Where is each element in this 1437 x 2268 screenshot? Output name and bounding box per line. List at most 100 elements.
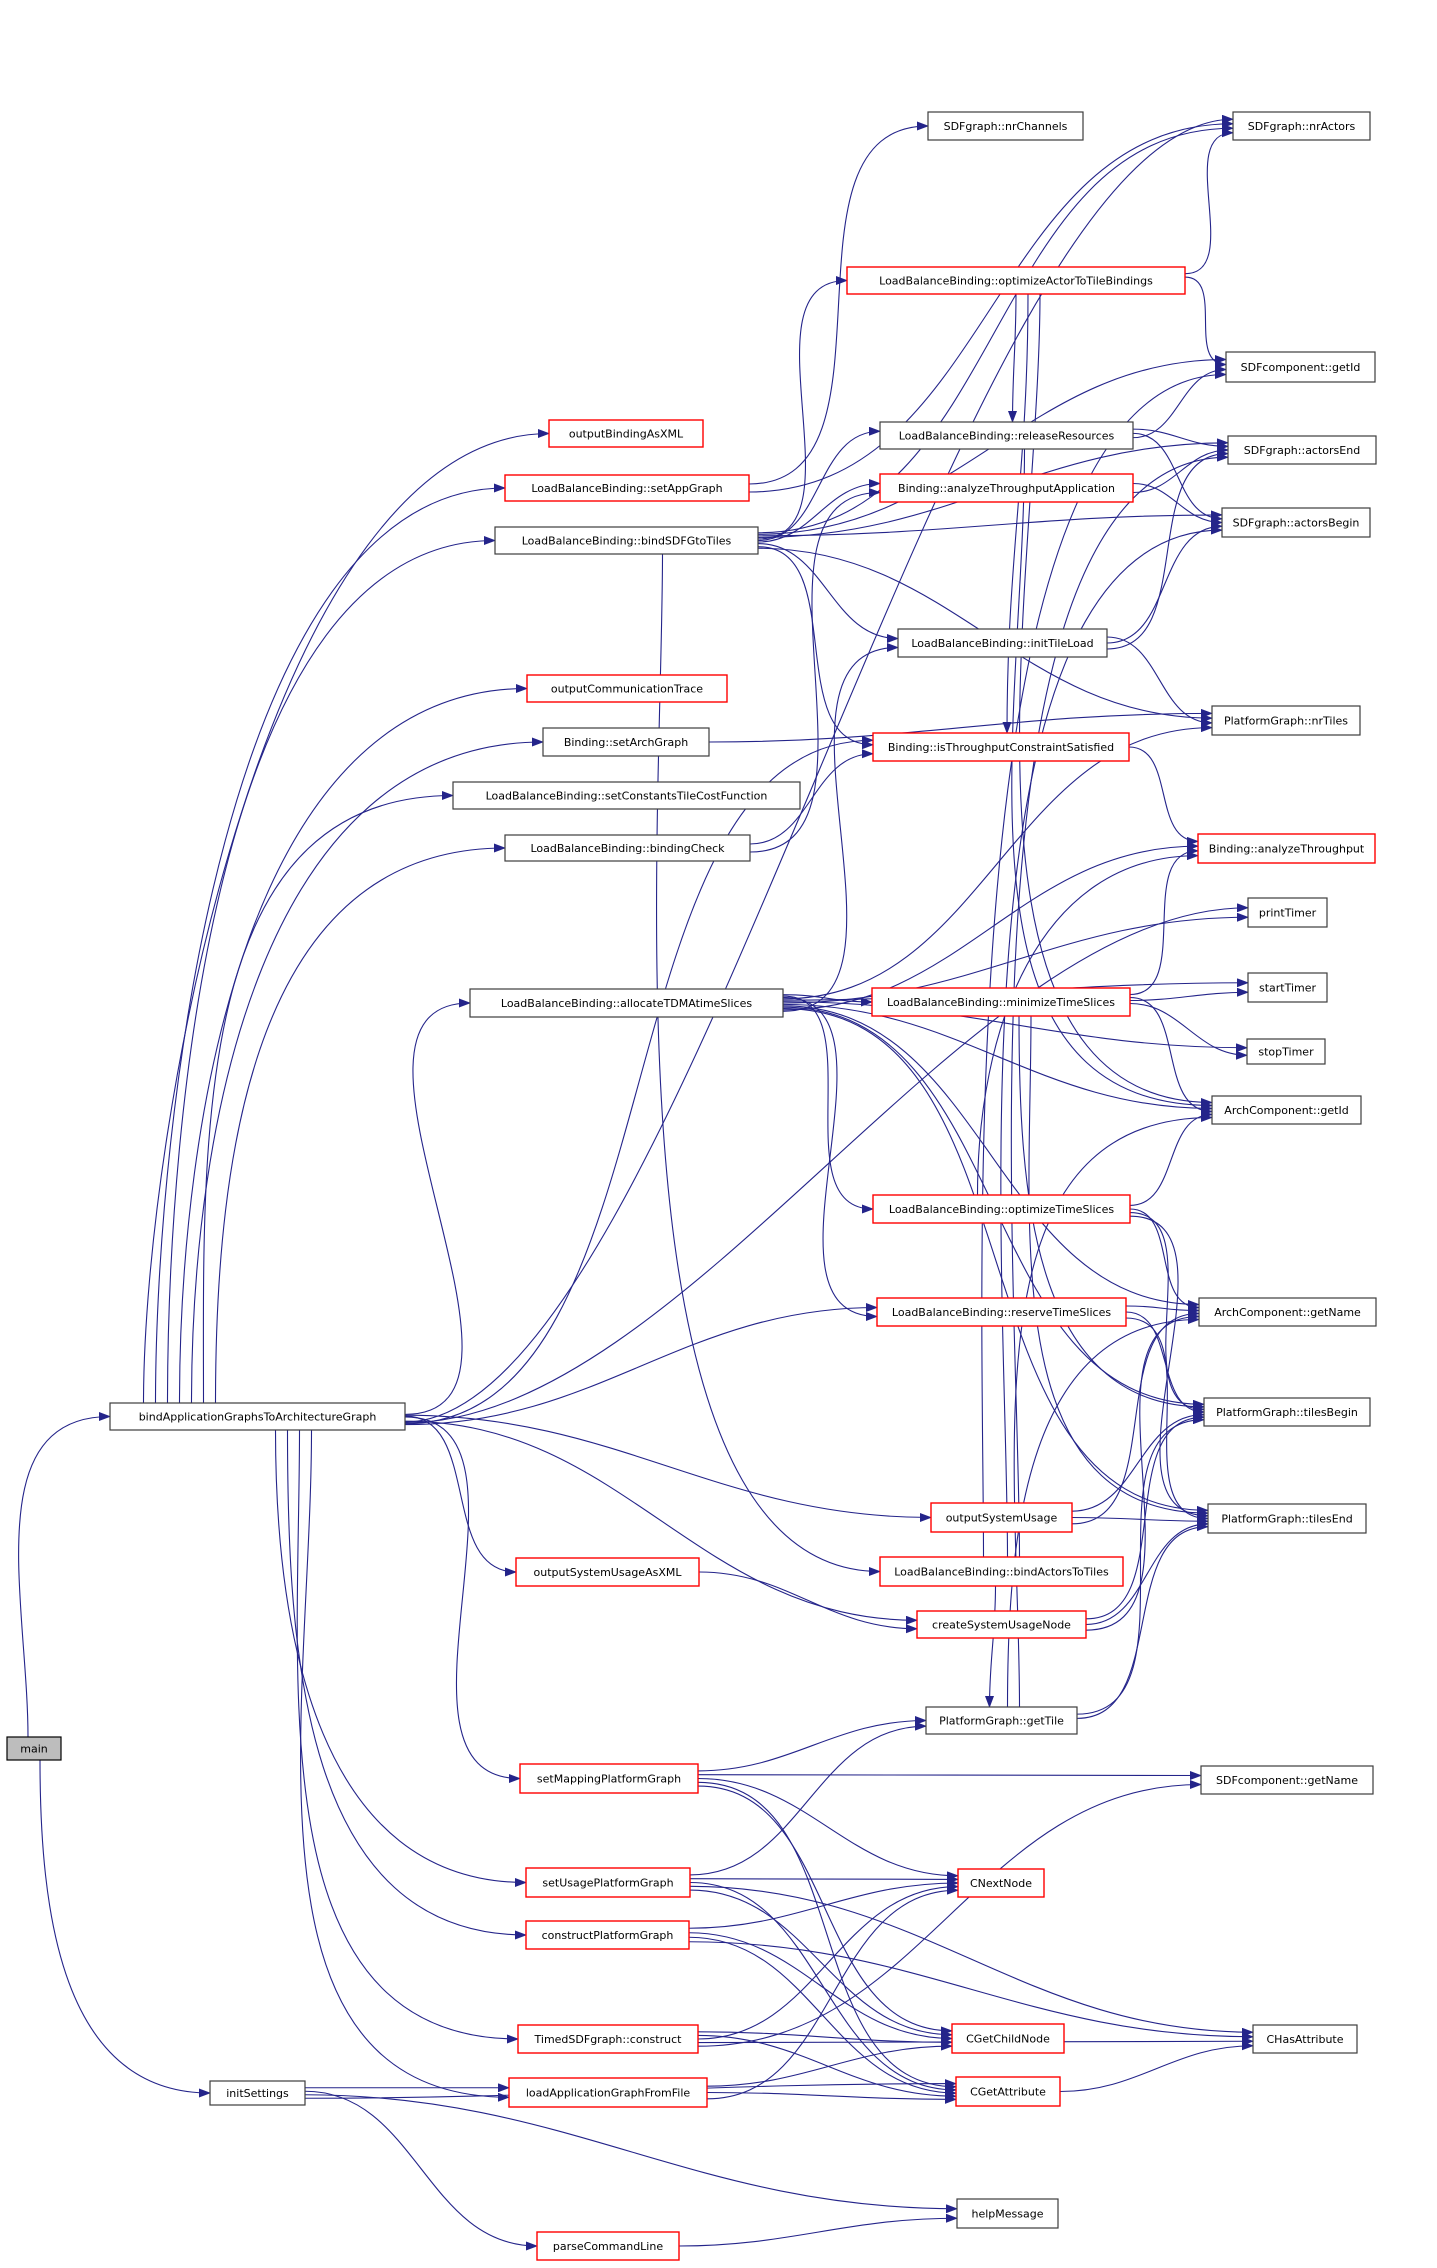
node-cget-attribute[interactable]: CGetAttribute (955, 2076, 1061, 2107)
node-box-sdf-get-name[interactable] (1200, 1765, 1374, 1795)
node-box-parse-cmdline[interactable] (536, 2231, 680, 2261)
node-create-sys-usage-node[interactable]: createSystemUsageNode (916, 1610, 1087, 1639)
node-box-get-tile[interactable] (925, 1706, 1078, 1735)
node-box-nr-channels[interactable] (927, 111, 1084, 141)
node-set-mapping-pg[interactable]: setMappingPlatformGraph (519, 1763, 699, 1794)
node-box-minimize-ts[interactable] (871, 987, 1131, 1017)
node-print-timer[interactable]: printTimer (1247, 897, 1328, 928)
node-start-timer[interactable]: startTimer (1247, 972, 1328, 1003)
node-output-sys-usage-xml[interactable]: outputSystemUsageAsXML (515, 1557, 700, 1587)
node-minimize-ts[interactable]: LoadBalanceBinding::minimizeTimeSlices (871, 987, 1131, 1017)
node-box-tiles-end[interactable] (1207, 1503, 1367, 1534)
node-box-stop-timer[interactable] (1246, 1038, 1326, 1065)
node-output-binding-xml[interactable]: outputBindingAsXML (548, 419, 704, 448)
node-bind-sdfg-tiles[interactable]: LoadBalanceBinding::bindSDFGtoTiles (494, 526, 759, 555)
node-box-create-sys-usage-node[interactable] (916, 1610, 1087, 1639)
node-box-set-usage-pg[interactable] (525, 1867, 691, 1898)
node-help-message[interactable]: helpMessage (956, 2198, 1059, 2229)
node-box-main[interactable] (6, 1736, 62, 1761)
node-analyze-thr-app[interactable]: Binding::analyzeThroughputApplication (879, 473, 1134, 503)
node-box-construct-pg[interactable] (525, 1920, 690, 1950)
node-parse-cmdline[interactable]: parseCommandLine (536, 2231, 680, 2261)
node-box-init-tile-load[interactable] (897, 628, 1108, 658)
node-optimize-ts[interactable]: LoadBalanceBinding::optimizeTimeSlices (872, 1194, 1131, 1224)
node-set-constants-tile-cost[interactable]: LoadBalanceBinding::setConstantsTileCost… (452, 781, 801, 810)
node-box-arch-get-id[interactable] (1211, 1095, 1362, 1125)
node-box-cget-child-node[interactable] (951, 2023, 1065, 2054)
node-box-reserve-ts[interactable] (876, 1297, 1127, 1327)
node-allocate-tdma[interactable]: LoadBalanceBinding::allocateTDMAtimeSlic… (469, 988, 784, 1018)
node-box-is-thr-satisfied[interactable] (872, 732, 1130, 762)
node-box-sdf-get-id[interactable] (1225, 351, 1376, 383)
node-box-init-settings[interactable] (209, 2080, 306, 2106)
node-nr-actors[interactable]: SDFgraph::nrActors (1232, 111, 1371, 141)
node-load-app-graph[interactable]: loadApplicationGraphFromFile (508, 2077, 708, 2108)
node-box-optimize-actor-tile[interactable] (846, 266, 1186, 295)
node-box-output-sys-usage[interactable] (930, 1502, 1073, 1533)
node-bind-app[interactable]: bindApplicationGraphsToArchitectureGraph (109, 1402, 406, 1431)
node-box-actors-begin[interactable] (1221, 507, 1371, 538)
node-box-set-mapping-pg[interactable] (519, 1763, 699, 1794)
node-cget-child-node[interactable]: CGetChildNode (951, 2023, 1065, 2054)
node-main[interactable]: main (6, 1736, 62, 1761)
node-box-chas-attribute[interactable] (1252, 2024, 1358, 2054)
node-construct-pg[interactable]: constructPlatformGraph (525, 1920, 690, 1950)
node-box-optimize-ts[interactable] (872, 1194, 1131, 1224)
node-tiles-end[interactable]: PlatformGraph::tilesEnd (1207, 1503, 1367, 1534)
node-timed-sdf-construct[interactable]: TimedSDFgraph::construct (517, 2024, 699, 2054)
node-box-bind-app[interactable] (109, 1402, 406, 1431)
node-box-nr-actors[interactable] (1232, 111, 1371, 141)
node-box-analyze-thr[interactable] (1197, 833, 1376, 864)
node-box-binding-check[interactable] (504, 834, 751, 862)
node-box-set-arch-graph[interactable] (542, 727, 710, 757)
node-get-tile[interactable]: PlatformGraph::getTile (925, 1706, 1078, 1735)
node-box-start-timer[interactable] (1247, 972, 1328, 1003)
node-box-arch-get-name[interactable] (1198, 1297, 1377, 1327)
node-nr-tiles[interactable]: PlatformGraph::nrTiles (1211, 705, 1361, 736)
node-box-nr-tiles[interactable] (1211, 705, 1361, 736)
node-binding-check[interactable]: LoadBalanceBinding::bindingCheck (504, 834, 751, 862)
node-arch-get-name[interactable]: ArchComponent::getName (1198, 1297, 1377, 1327)
node-set-app-graph[interactable]: LoadBalanceBinding::setAppGraph (504, 474, 750, 502)
node-box-tiles-begin[interactable] (1203, 1397, 1371, 1427)
node-box-allocate-tdma[interactable] (469, 988, 784, 1018)
node-optimize-actor-tile[interactable]: LoadBalanceBinding::optimizeActorToTileB… (846, 266, 1186, 295)
node-box-print-timer[interactable] (1247, 897, 1328, 928)
node-analyze-thr[interactable]: Binding::analyzeThroughput (1197, 833, 1376, 864)
node-is-thr-satisfied[interactable]: Binding::isThroughputConstraintSatisfied (872, 732, 1130, 762)
node-sdf-get-name[interactable]: SDFcomponent::getName (1200, 1765, 1374, 1795)
node-box-set-app-graph[interactable] (504, 474, 750, 502)
node-box-output-sys-usage-xml[interactable] (515, 1557, 700, 1587)
node-box-set-constants-tile-cost[interactable] (452, 781, 801, 810)
node-chas-attribute[interactable]: CHasAttribute (1252, 2024, 1358, 2054)
node-output-comm-trace[interactable]: outputCommunicationTrace (526, 674, 728, 703)
node-output-sys-usage[interactable]: outputSystemUsage (930, 1502, 1073, 1533)
node-box-cget-attribute[interactable] (955, 2076, 1061, 2107)
node-actors-end[interactable]: SDFgraph::actorsEnd (1227, 435, 1377, 465)
node-release-resources[interactable]: LoadBalanceBinding::releaseResources (879, 421, 1134, 450)
node-box-load-app-graph[interactable] (508, 2077, 708, 2108)
node-box-output-binding-xml[interactable] (548, 419, 704, 448)
node-cnextnode[interactable]: CNextNode (957, 1868, 1045, 1898)
node-box-timed-sdf-construct[interactable] (517, 2024, 699, 2054)
node-box-cnextnode[interactable] (957, 1868, 1045, 1898)
node-box-release-resources[interactable] (879, 421, 1134, 450)
node-nr-channels[interactable]: SDFgraph::nrChannels (927, 111, 1084, 141)
node-box-output-comm-trace[interactable] (526, 674, 728, 703)
node-actors-begin[interactable]: SDFgraph::actorsBegin (1221, 507, 1371, 538)
node-init-tile-load[interactable]: LoadBalanceBinding::initTileLoad (897, 628, 1108, 658)
node-box-help-message[interactable] (956, 2198, 1059, 2229)
node-sdf-get-id[interactable]: SDFcomponent::getId (1225, 351, 1376, 383)
node-set-arch-graph[interactable]: Binding::setArchGraph (542, 727, 710, 757)
node-box-bind-sdfg-tiles[interactable] (494, 526, 759, 555)
node-tiles-begin[interactable]: PlatformGraph::tilesBegin (1203, 1397, 1371, 1427)
node-box-bind-actors-tiles[interactable] (879, 1556, 1124, 1587)
node-box-analyze-thr-app[interactable] (879, 473, 1134, 503)
node-box-actors-end[interactable] (1227, 435, 1377, 465)
node-init-settings[interactable]: initSettings (209, 2080, 306, 2106)
node-reserve-ts[interactable]: LoadBalanceBinding::reserveTimeSlices (876, 1297, 1127, 1327)
node-arch-get-id[interactable]: ArchComponent::getId (1211, 1095, 1362, 1125)
node-set-usage-pg[interactable]: setUsagePlatformGraph (525, 1867, 691, 1898)
node-stop-timer[interactable]: stopTimer (1246, 1038, 1326, 1065)
node-bind-actors-tiles[interactable]: LoadBalanceBinding::bindActorsToTiles (879, 1556, 1124, 1587)
